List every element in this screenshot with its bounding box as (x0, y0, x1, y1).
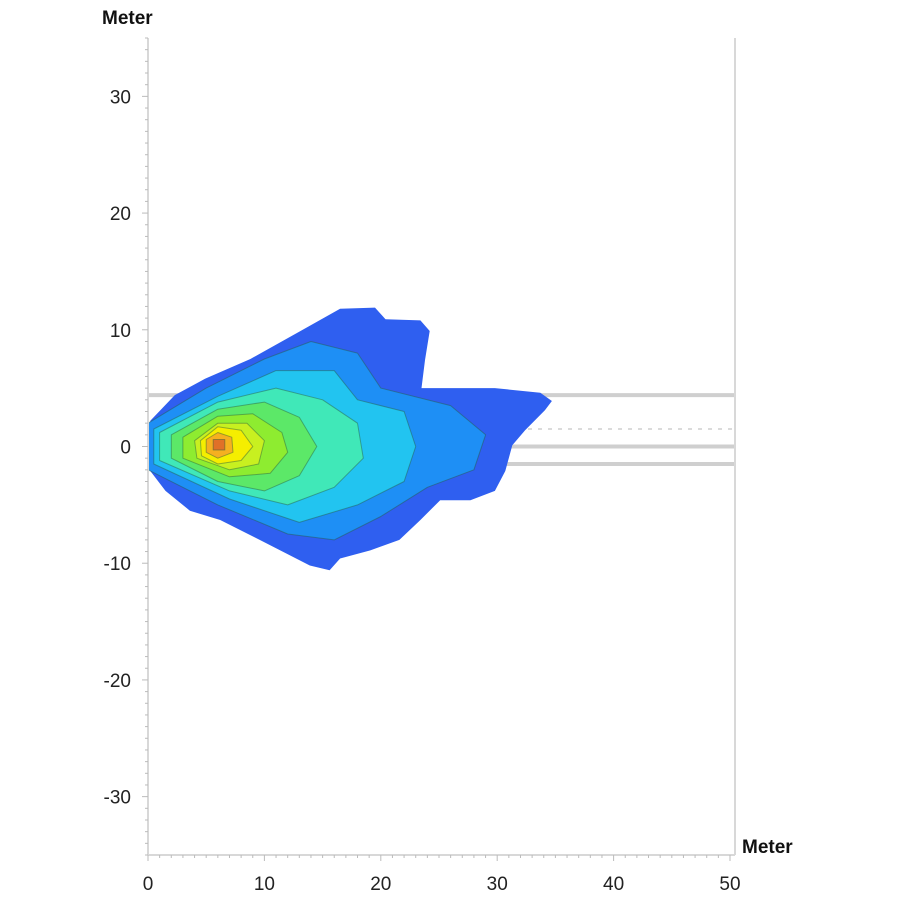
contour-level-10 (212, 439, 226, 451)
axis-ticks: 0 10 20 30 40 50 30 20 10 0 -10 -20 -30 (104, 37, 741, 895)
y-tick-label: -20 (104, 671, 131, 692)
y-axis-label: Meter (102, 8, 153, 29)
y-tick-label: -30 (104, 788, 131, 809)
x-tick-label: 50 (719, 874, 740, 895)
x-axis-label: Meter (742, 837, 793, 858)
y-tick-label: 10 (110, 321, 131, 342)
y-tick-label: 30 (110, 87, 131, 108)
x-tick-label: 30 (487, 874, 508, 895)
x-tick-label: 0 (143, 874, 154, 895)
contour-fills (147, 307, 552, 571)
x-tick-label: 10 (254, 874, 275, 895)
y-tick-label: 0 (120, 438, 131, 459)
y-tick-label: -10 (104, 554, 131, 575)
x-tick-label: 40 (603, 874, 624, 895)
y-tick-label: 20 (110, 204, 131, 225)
x-tick-label: 20 (370, 874, 391, 895)
